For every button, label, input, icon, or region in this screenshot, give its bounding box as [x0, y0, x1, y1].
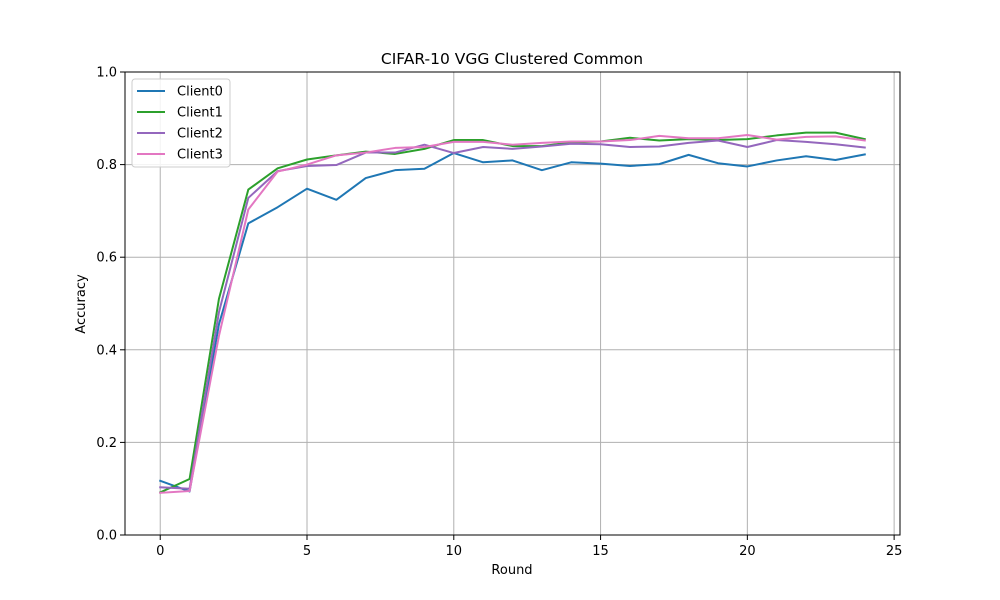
legend-label: Client3 — [177, 148, 223, 163]
x-tick-label: 10 — [446, 544, 463, 559]
y-axis-label: Accuracy — [74, 274, 89, 334]
legend-label: Client1 — [177, 106, 223, 121]
x-tick-label: 0 — [156, 544, 164, 559]
axis-ticks: 0 5 10 15 20 25 0.0 0.2 0.4 0.6 0.8 1.0 — [96, 66, 902, 560]
x-tick-label: 15 — [592, 544, 609, 559]
y-tick-label: 0.0 — [96, 529, 117, 544]
x-axis-label: Round — [491, 563, 532, 578]
y-tick-label: 0.6 — [96, 251, 117, 266]
x-tick-label: 5 — [303, 544, 311, 559]
series-line-client1 — [158, 131, 866, 494]
legend: Client0 Client1 Client2 Client3 — [131, 78, 231, 168]
x-tick-label: 20 — [739, 544, 756, 559]
plot-frame — [124, 71, 901, 536]
legend-label: Client2 — [177, 127, 223, 142]
legend-label: Client0 — [177, 85, 223, 100]
series-lines — [158, 131, 866, 494]
legend-box — [131, 78, 231, 168]
series-line-client0 — [158, 152, 866, 493]
y-tick-label: 0.2 — [96, 436, 117, 451]
y-tick-label: 0.8 — [96, 158, 117, 173]
chart-title: CIFAR-10 VGG Clustered Common — [381, 50, 643, 68]
y-tick-label: 1.0 — [96, 66, 117, 81]
series-line-client3 — [159, 133, 866, 494]
y-tick-label: 0.4 — [96, 343, 117, 358]
x-tick-label: 25 — [886, 544, 903, 559]
series-line-client2 — [159, 139, 866, 490]
